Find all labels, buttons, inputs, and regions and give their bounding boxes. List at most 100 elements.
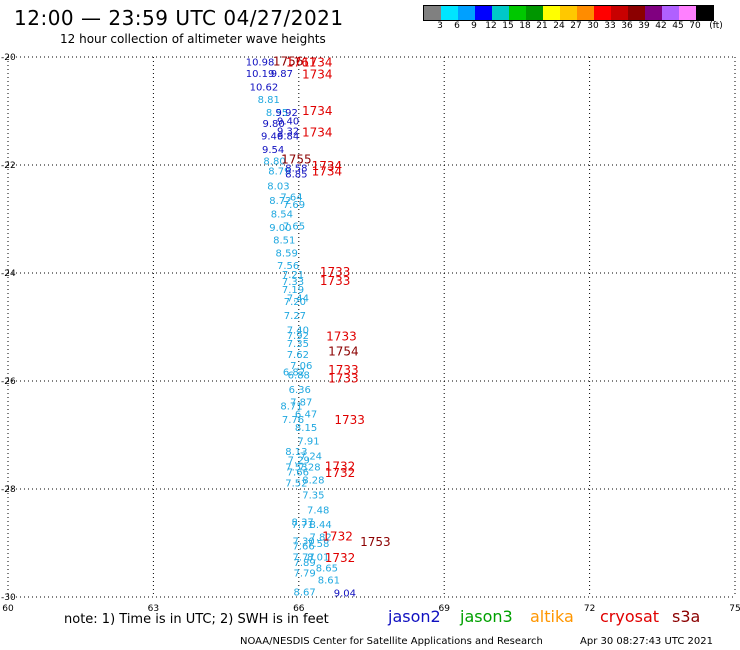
legend-swatch [628,6,645,20]
swh-value: 8.55 [266,108,288,119]
legend-swatch [679,6,696,20]
color-scale-labels: 3 6 9 12 15 18 21 24 27 30 33 36 39 42 45 70 (ft) [423,21,740,35]
swh-value: 7.77 [293,553,315,564]
mission-label-altika: altika [530,607,574,626]
latitude-tick: -24 [1,269,16,279]
mission-label-cryosat: cryosat [600,607,660,626]
swh-value: 8.15 [295,423,317,434]
generated-timestamp: Apr 30 08:27:43 UTC 2021 [580,636,713,647]
swh-value: 8.51 [273,236,295,247]
longitude-tick-labels: 60 63 66 69 72 75 [2,604,740,614]
legend-label: 42 [655,21,667,31]
legend-label: 15 [502,21,514,31]
pass-time: 1732 [325,459,356,473]
pass-time: 1733 [334,413,365,427]
swh-value: 7.35 [302,490,324,501]
legend-label: 30 [587,21,599,31]
pass-time: 1732 [325,551,356,565]
pass-time: 1733 [328,371,359,385]
swh-value: 10.62 [250,83,279,94]
mission-label-jason3: jason3 [460,607,513,626]
legend-swatch [509,6,526,20]
swh-value: 7.06 [290,361,312,372]
pass-time: 1733 [326,330,357,344]
pass-time: 1734 [312,159,343,173]
swh-value: 8.67 [293,588,315,599]
pass-time: 1734 [302,55,333,69]
latitude-tick: -26 [1,377,16,387]
swh-value: 7.87 [290,398,312,409]
swh-value: 9.00 [269,223,291,234]
swh-value: 8.85 [285,170,307,181]
legend-label: 6 [454,21,460,31]
legend-label: 3 [437,21,443,31]
legend-swatch [594,6,611,20]
swh-value: 7.20 [284,297,306,308]
longitude-tick: 60 [2,604,14,614]
swh-value: 9.92 [276,108,298,119]
swh-value: 8.79 [268,166,290,177]
swh-value: 7.21 [282,270,304,281]
latitude-tick: -30 [1,593,16,603]
swh-value: 8.01 [307,553,329,564]
pass-time: 1734 [302,67,333,81]
swh-value: 7.71 [292,520,314,531]
swh-value: 7.65 [283,221,305,232]
legend-label: 70 [689,21,701,31]
swh-value: 8.59 [276,248,298,259]
pass-time: 1733 [320,265,351,279]
longitude-tick: 63 [148,604,159,614]
swh-value: 8.65 [316,563,338,574]
swh-value: 8.54 [271,210,293,221]
swh-value: 8.44 [309,520,331,531]
legend-swatch [475,6,492,20]
longitude-tick: 66 [293,604,305,614]
pass-time: 1734 [302,126,333,140]
swh-value: 6.88 [288,371,310,382]
swh-value: 7.44 [287,293,309,304]
legend-swatch [424,6,441,20]
swh-value: 7.79 [293,569,315,580]
swh-value: 7.52 [285,479,307,490]
swh-value: 7.92 [287,331,309,342]
swh-value: 10.98 [246,57,275,68]
legend-swatch [526,6,543,20]
pass-time: 1732 [325,466,356,480]
legend-label: 9 [471,21,477,31]
legend-label: 45 [672,21,684,31]
mission-label-jason2: jason2 [388,607,441,626]
legend-label: 27 [570,21,582,31]
legend-swatch [696,6,713,20]
pass-time: 1733 [328,363,359,377]
legend-swatch [611,6,628,20]
swh-value: 8.58 [285,164,307,175]
legend-label: 39 [638,21,650,31]
swh-value: 9.32 [277,126,299,137]
legend-swatch [662,6,679,20]
swh-value: 7.62 [287,350,309,361]
swh-value: 8.37 [292,517,314,528]
legend-swatch [560,6,577,20]
legend-swatch [645,6,662,20]
swh-value: 7.33 [282,277,304,288]
pass-time: 1754 [328,344,359,358]
swh-value: 9.84 [277,131,299,142]
swh-value: 7.64 [280,192,302,203]
swh-value: 8.13 [285,447,307,458]
legend-swatch [577,6,594,20]
legend-label: (ft) [709,21,723,31]
page-title: 12:00 — 23:59 UTC 04/27/2021 [14,6,344,30]
legend-swatch [458,6,475,20]
footer-note: note: 1) Time is in UTC; 2) SWH is in fe… [64,612,329,627]
swh-value: 9.40 [277,117,299,128]
swh-value: 8.61 [318,576,340,587]
swh-value: 7.28 [298,462,320,473]
legend-swatch [543,6,560,20]
legend-label: 33 [604,21,616,31]
swh-value: 7.48 [307,506,329,517]
swh-value: 7.76 [282,415,304,426]
swh-value: 8.81 [258,95,280,106]
swh-value: 8.28 [302,475,324,486]
swh-value: 8.80 [263,157,285,168]
